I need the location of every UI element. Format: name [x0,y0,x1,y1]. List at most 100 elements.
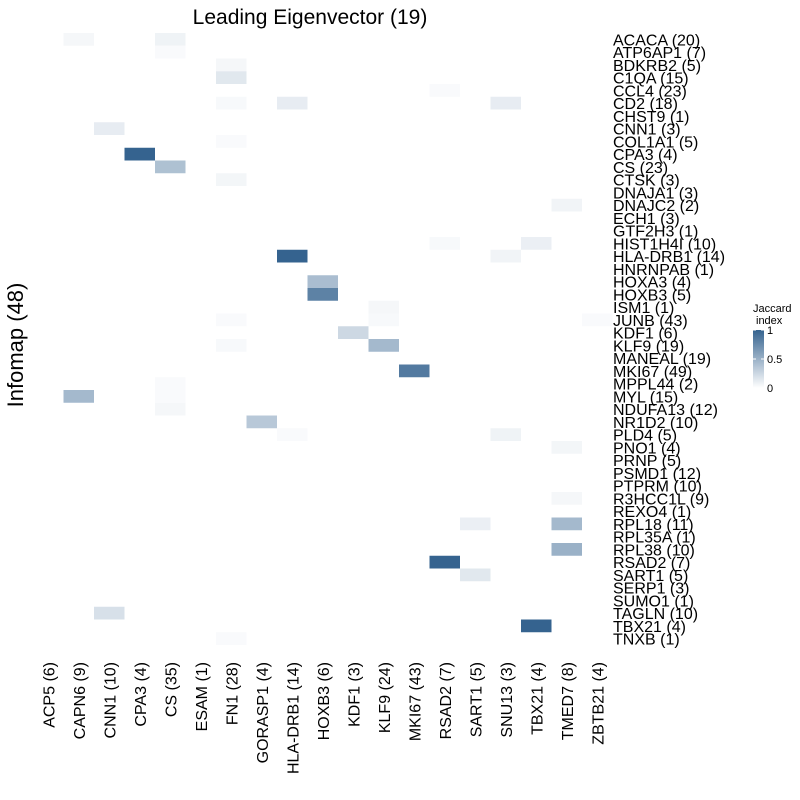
heatmap-cell-rpl18-11-x-sart1-5 [460,517,491,531]
heatmap-cell-c1qa-15-x-fn1-28 [216,71,247,84]
y-tick-label: MANEAL (19) [613,351,711,368]
y-tick-label: HIST1H4I (10) [613,236,716,253]
x-tick-labels: ACP5 (6) CAPN6 (9) CNN1 (10) CPA3 (4) CS (35… [41,662,607,774]
y-tick-label: R3HCC1L (9) [613,491,709,508]
y-tick-label: ACACA (20) [613,32,700,49]
heatmap-cell-rpl18-11-x-tmed7-8 [551,517,582,531]
y-tick-label: GTF2H3 (1) [613,224,698,241]
x-tick-label: RSAD2 (7) [438,662,455,739]
x-tick-label: ACP5 (6) [41,662,58,728]
heatmap-cell-hla-drb1-14-x-hla-drb1-14 [277,249,308,263]
y-tick-label: CCL4 (23) [613,83,687,100]
heatmap-cell-pld4-5-x-hla-drb1-14 [277,428,308,441]
heatmap-cell-kdf1-6-x-kdf1-3 [338,326,369,339]
heatmap-cell-rpl38-10-x-tmed7-8 [551,543,582,556]
heatmap-cell-ism1-1-x-klf9-24 [368,300,399,314]
heatmap-cell-tnxb-1-x-fn1-28 [216,632,247,645]
y-tick-label: NDUFA13 (12) [613,402,718,419]
heatmap-cell-mppl44-2-x-cs-35 [155,377,186,390]
x-tick-label: ZBTB21 (4) [590,662,607,745]
x-tick-label: CPA3 (4) [133,662,150,727]
y-tick-label: BDKRB2 (5) [613,58,701,75]
legend-colorbar [753,330,764,388]
heatmap-cell-ndufa13-12-x-cs-35 [155,402,186,416]
y-tick-label: SUMO1 (1) [613,593,694,610]
heatmap-cell-mki67-49-x-mki67-43 [399,364,430,378]
y-tick-label: MYL (15) [613,389,678,406]
heatmap-cell-cd2-18-x-snu13-3 [490,96,521,110]
x-tick-label: SART1 (5) [468,662,485,737]
heatmap-cell-myl-15-x-cs-35 [155,390,186,403]
heatmap-cell-ctsk-3-x-fn1-28 [216,173,247,186]
heatmap-cell-r3hcc1l-9-x-tmed7-8 [551,492,582,505]
y-tick-label: KLF9 (19) [613,338,684,355]
y-axis-title: Infomap (48) [3,283,28,408]
y-tick-label: MPPL44 (2) [613,377,698,394]
x-tick-label: FN1 (28) [224,662,241,725]
heatmap-cell-myl-15-x-capn6-9 [63,390,94,403]
heatmap-cell-cpa3-4-x-cpa3-4 [124,147,155,161]
heatmap-cell-hoxb3-5-x-hoxb3-6 [307,288,338,301]
y-tick-label: TNXB (1) [613,632,680,649]
y-tick-label: PNO1 (4) [613,440,681,457]
heatmap-cell-acaca-20-x-cs-35 [155,33,186,46]
y-tick-label: HNRNPAB (1) [613,262,714,279]
chart-title: Leading Eigenvector (19) [193,6,428,29]
x-tick-label: HLA-DRB1 (14) [285,662,302,774]
y-tick-label: PTPRM (10) [613,479,702,496]
y-tick-label: HLA-DRB1 (14) [613,249,725,266]
heatmap-cell-hist1h4i-10-x-rsad2-7 [429,237,460,250]
x-tick-label: ESAM (1) [194,662,211,731]
y-tick-label: RPL18 (11) [613,517,694,534]
x-tick-label: MKI67 (43) [407,662,424,741]
y-tick-label: JUNB (43) [613,313,688,330]
y-tick-label: CPA3 (4) [613,147,678,164]
y-tick-label: RPL38 (10) [613,542,695,559]
y-tick-label: CHST9 (1) [613,109,689,126]
y-tick-label: CD2 (18) [613,96,678,113]
legend-title-line1: Jaccard [753,303,792,315]
color-legend: Jaccard index 10.50 [753,303,792,395]
y-tick-label: PRNP (5) [613,453,681,470]
x-tick-label: TMED7 (8) [560,662,577,740]
heatmap-cell-pld4-5-x-snu13-3 [490,428,521,441]
x-tick-label: TBX21 (4) [529,662,546,735]
heatmap-cell-junb-43-x-zbtb21-4 [582,313,613,327]
heatmap-cell-cd2-18-x-fn1-28 [216,96,247,110]
y-tick-label: ISM1 (1) [613,300,674,317]
y-tick-label: CNN1 (3) [613,122,681,139]
y-tick-label: RSAD2 (7) [613,555,690,572]
y-tick-label: NR1D2 (10) [613,415,698,432]
x-tick-label: SNU13 (3) [499,662,516,738]
y-tick-label: SART1 (5) [613,568,688,585]
heatmap-cell-cnn1-3-x-cnn1-10 [94,122,125,135]
heatmap-cell-dnajc2-2-x-tmed7-8 [551,198,582,212]
legend-tick-label: 0.5 [767,354,782,366]
y-tick-label: ECH1 (3) [613,211,680,228]
y-tick-label: RPL35A (1) [613,530,696,547]
y-tick-label: C1QA (15) [613,71,689,88]
heatmap-cell-acaca-20-x-capn6-9 [63,33,94,46]
y-tick-label: HOXA3 (4) [613,275,691,292]
heatmap-cell-cd2-18-x-hla-drb1-14 [277,96,308,110]
y-tick-label: HOXB3 (5) [613,287,691,304]
heatmap-cell-sart1-5-x-sart1-5 [460,568,491,582]
y-tick-label: TAGLN (10) [613,606,698,623]
y-tick-label: MKI67 (49) [613,364,692,381]
heatmap-cell-ccl4-23-x-rsad2-7 [429,84,460,97]
legend-title-line2: index [756,315,783,327]
heatmap-cell-klf9-19-x-fn1-28 [216,339,247,352]
heatmap-cell-tagln-10-x-cnn1-10 [94,606,125,620]
heatmap-cell-hoxa3-4-x-hoxb3-6 [307,275,338,288]
y-tick-label: SERP1 (3) [613,581,689,598]
y-tick-label: CTSK (3) [613,173,680,190]
heatmap-cell-hla-drb1-14-x-snu13-3 [490,249,521,263]
y-tick-label: CS (23) [613,160,668,177]
heatmap-cell-atp6ap1-7-x-cs-35 [155,45,186,59]
heatmap-cell-col1a1-5-x-fn1-28 [216,135,247,148]
y-tick-label: REXO4 (1) [613,504,691,521]
y-tick-label: COL1A1 (5) [613,134,698,151]
x-tick-label: KDF1 (3) [346,662,363,727]
y-tick-label: TBX21 (4) [613,619,686,636]
heatmap-cell-tbx21-4-x-tbx21-4 [521,619,552,633]
